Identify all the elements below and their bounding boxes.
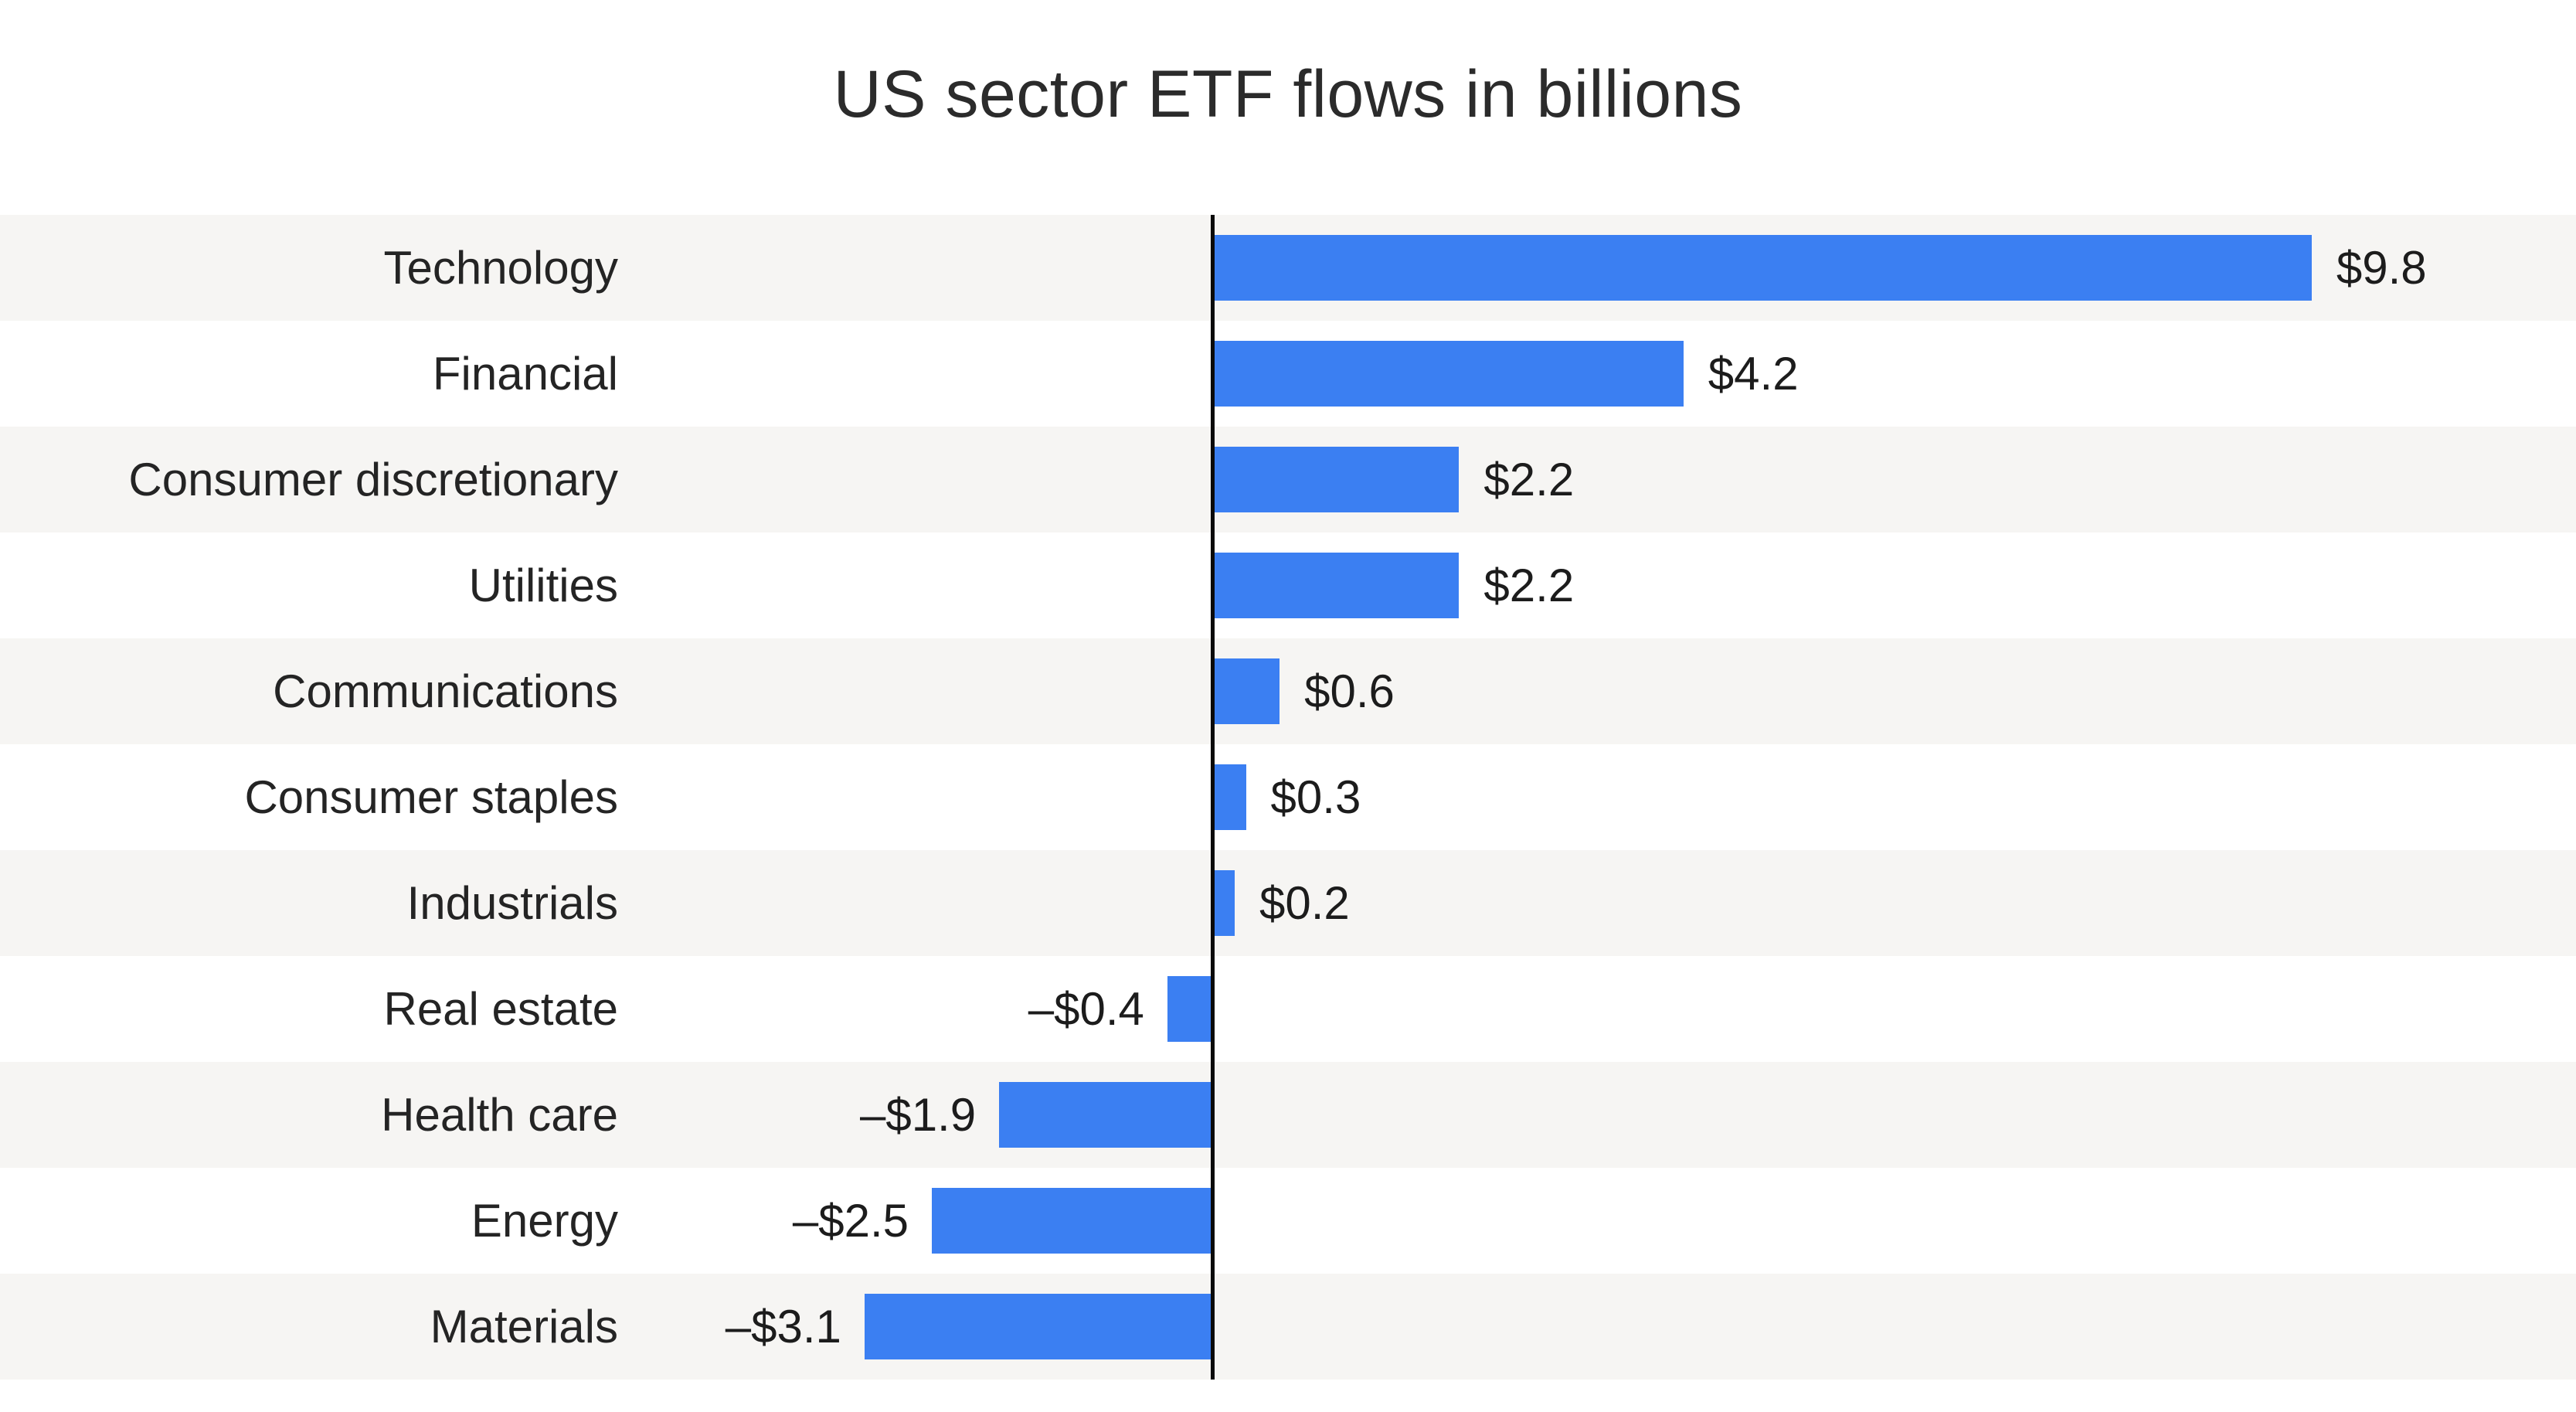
chart-row: Consumer staples $0.3 (0, 744, 2576, 850)
category-label: Communications (273, 665, 618, 717)
value-label: $9.8 (2336, 242, 2427, 294)
bar (999, 1082, 1212, 1148)
chart-row: Utilities $2.2 (0, 532, 2576, 638)
value-label: $0.6 (1304, 665, 1395, 717)
bar (1212, 235, 2312, 301)
category-label: Technology (383, 242, 618, 294)
value-label: –$2.5 (792, 1195, 909, 1247)
chart-row: Health care –$1.9 (0, 1062, 2576, 1168)
value-label: $2.2 (1483, 560, 1575, 611)
bar (1212, 341, 1684, 407)
bar (1212, 764, 1246, 830)
value-label: $4.2 (1708, 348, 1799, 400)
chart-row: Consumer discretionary $2.2 (0, 427, 2576, 532)
value-label: –$3.1 (725, 1301, 841, 1352)
category-label: Industrials (406, 877, 618, 929)
category-label: Consumer staples (244, 771, 618, 823)
value-label: –$1.9 (859, 1089, 977, 1141)
category-label: Health care (381, 1089, 618, 1141)
chart-row: Industrials $0.2 (0, 850, 2576, 956)
category-label: Utilities (468, 560, 618, 611)
bar (1167, 976, 1212, 1042)
category-label: Real estate (383, 983, 618, 1035)
bar (1212, 870, 1235, 936)
chart-row: Financial $4.2 (0, 321, 2576, 427)
bar (1212, 658, 1280, 724)
category-label: Financial (432, 348, 618, 400)
bar-chart: Technology $9.8 Financial $4.2 Consumer … (0, 215, 2576, 1380)
chart-row: Materials –$3.1 (0, 1274, 2576, 1380)
bar (864, 1294, 1212, 1359)
zero-axis-line (1210, 215, 1215, 1380)
chart-row: Energy –$2.5 (0, 1168, 2576, 1274)
value-label: –$0.4 (1028, 983, 1144, 1035)
value-label: $2.2 (1483, 454, 1575, 505)
chart-title: US sector ETF flows in billions (833, 57, 1743, 131)
chart-row: Communications $0.6 (0, 638, 2576, 744)
value-label: $0.2 (1259, 877, 1350, 929)
bar (1212, 553, 1460, 618)
bar (932, 1188, 1212, 1254)
bar (1212, 447, 1460, 512)
value-label: $0.3 (1270, 771, 1361, 823)
chart-row: Real estate –$0.4 (0, 956, 2576, 1062)
category-label: Consumer discretionary (128, 454, 618, 505)
category-label: Energy (471, 1195, 618, 1247)
category-label: Materials (430, 1301, 618, 1352)
chart-row: Technology $9.8 (0, 215, 2576, 321)
